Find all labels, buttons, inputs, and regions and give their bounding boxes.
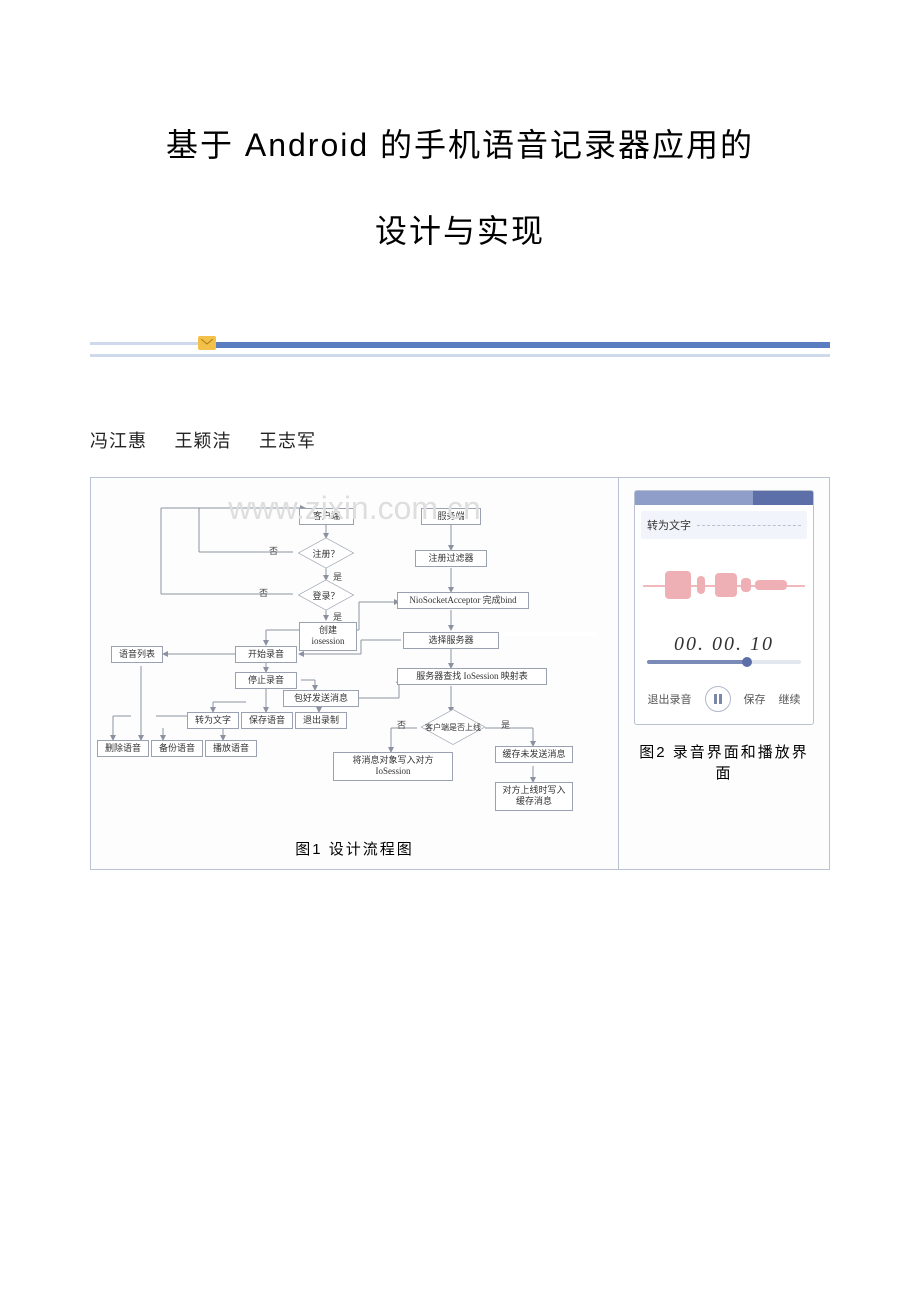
node-connect	[501, 632, 597, 636]
figures-panel: www.zixin.com.cn	[90, 477, 830, 870]
diamond-label: 注册？	[312, 547, 339, 560]
node-create-session: 创建 iosession	[299, 622, 357, 651]
node-registered-q: 注册？	[295, 538, 357, 568]
page-title-line2: 设计与实现	[90, 206, 830, 252]
convert-to-text-card[interactable]: 转为文字	[641, 511, 807, 539]
pause-button[interactable]	[705, 686, 731, 712]
node-label: NioSocketAcceptor 完成bind	[409, 595, 516, 605]
waveform-blob	[665, 571, 691, 599]
node-voice-list: 语音列表	[111, 646, 163, 663]
node-exit-record: 退出录制	[295, 712, 347, 729]
node-bind: NioSocketAcceptor 完成bind	[397, 592, 529, 609]
card-divider	[697, 525, 801, 526]
save-button[interactable]: 保存	[744, 691, 766, 707]
label-yes: 是	[333, 570, 342, 583]
pause-icon	[714, 694, 722, 704]
node-notify: 对方上线时写入缓存消息	[495, 782, 573, 811]
node-server-find: 服务器查找 IoSession 映射表	[397, 668, 547, 685]
figure-2: 转为文字 00. 00. 10 退出录音 保存	[619, 478, 829, 869]
node-cache-msg: 缓存未发送消息	[495, 746, 573, 763]
exit-record-button[interactable]: 退出录音	[648, 691, 692, 707]
node-play-voice: 播放语音	[205, 740, 257, 757]
author-list: 冯江惠 王颖洁 王志军	[90, 427, 830, 453]
node-label: 创建 iosession	[311, 625, 344, 646]
convert-to-text-label: 转为文字	[647, 517, 691, 533]
waveform-blob	[715, 573, 737, 597]
node-write-msg: 将消息对象写入对方 IoSession	[333, 752, 453, 781]
flowchart: 客户端 注册？ 登录？ 创建 iosession 开始录音 语音列表 停止录音 …	[101, 490, 611, 830]
waveform-blob	[697, 576, 705, 594]
section-divider	[90, 342, 830, 357]
elapsed-time: 00. 00. 10	[635, 633, 813, 656]
playback-controls: 退出录音 保存 继续	[635, 676, 813, 724]
author: 王志军	[259, 431, 316, 451]
page-title-line1: 基于 Android 的手机语音记录器应用的	[90, 120, 830, 166]
node-delete-voice: 删除语音	[97, 740, 149, 757]
node-register-handler: 注册过滤器	[415, 550, 487, 567]
waveform-blob	[755, 580, 787, 590]
continue-button[interactable]: 继续	[779, 691, 801, 707]
slider-fill	[647, 660, 747, 664]
label-no: 否	[269, 544, 278, 557]
slider-knob[interactable]	[742, 657, 752, 667]
node-pack-send: 包好发送消息	[283, 690, 359, 707]
waveform-area	[635, 545, 813, 625]
envelope-icon	[198, 336, 216, 350]
node-online-q: 客户端是否上线	[419, 712, 487, 742]
playback-slider[interactable]	[647, 660, 801, 664]
node-stop-record: 停止录音	[235, 672, 297, 689]
label-yes: 是	[333, 610, 342, 623]
node-label: 服务器查找 IoSession 映射表	[416, 671, 528, 681]
diamond-label: 登录？	[312, 589, 339, 602]
node-select-handler: 选择服务器	[403, 632, 499, 649]
node-client: 客户端	[299, 508, 354, 525]
label-yes: 是	[501, 718, 510, 731]
author: 冯江惠	[90, 431, 147, 451]
node-start-record: 开始录音	[235, 646, 297, 663]
node-label: 将消息对象写入对方 IoSession	[352, 755, 433, 776]
waveform-blob	[741, 578, 751, 592]
node-save-voice: 保存语音	[241, 712, 293, 729]
phone-mock: 转为文字 00. 00. 10 退出录音 保存	[634, 490, 814, 725]
author: 王颖洁	[175, 431, 232, 451]
phone-statusbar	[635, 491, 813, 505]
label-no: 否	[397, 718, 406, 731]
node-to-text: 转为文字	[187, 712, 239, 729]
figure-2-caption: 图2 录音界面和播放界面	[633, 741, 815, 783]
node-backup-voice: 备份语音	[151, 740, 203, 757]
diamond-label: 客户端是否上线	[425, 722, 481, 733]
figure-1: www.zixin.com.cn	[91, 478, 619, 869]
figure-1-caption: 图1 设计流程图	[101, 838, 608, 859]
node-server: 服务端	[421, 508, 481, 525]
node-login-q: 登录？	[295, 580, 357, 610]
label-no: 否	[259, 586, 268, 599]
